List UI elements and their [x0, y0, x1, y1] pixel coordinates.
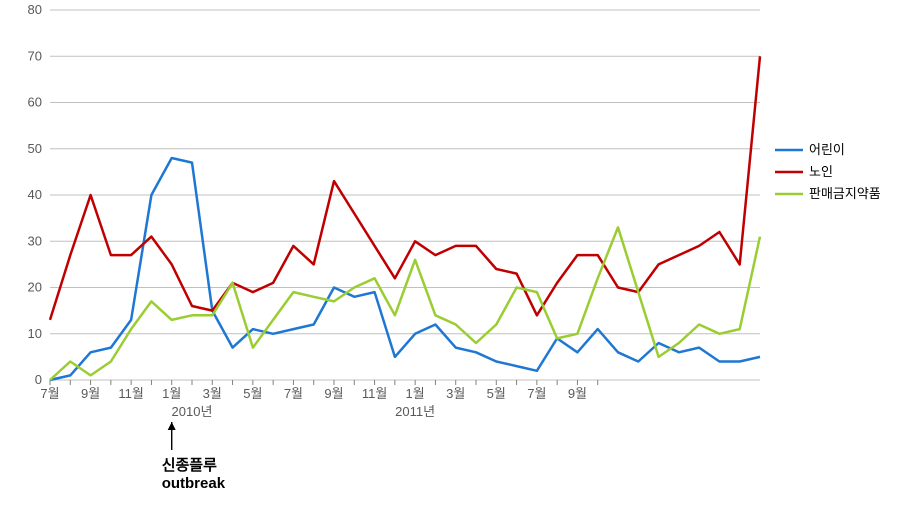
x-tick-label: 9월 — [568, 386, 587, 401]
y-tick-label: 80 — [28, 2, 42, 17]
line-chart: 0 10 20 30 40 50 60 70 80 7월 9월 11월 1월 3월 5월 7월 9월 11월 1월… — [0, 0, 924, 509]
legend-label: 판매금지약품 — [809, 186, 881, 201]
x-tick-label: 5월 — [487, 386, 506, 401]
x-tick-label: 11월 — [118, 386, 143, 401]
annotation-line-1: 신종플루 — [162, 457, 217, 474]
y-tick-label: 30 — [28, 233, 42, 248]
x-tick-label: 9월 — [324, 386, 343, 401]
year-label: 2011년 — [395, 404, 435, 419]
y-tick-label: 50 — [28, 141, 42, 156]
y-tick-label: 70 — [28, 48, 42, 63]
y-tick-label: 10 — [28, 326, 42, 341]
series-line-2 — [50, 227, 760, 380]
x-tick-label: 3월 — [203, 386, 222, 401]
x-tick-label: 9월 — [81, 386, 100, 401]
legend-label: 노인 — [809, 164, 833, 179]
year-label: 2010년 — [172, 404, 213, 419]
y-tick-label: 20 — [28, 280, 42, 295]
x-tick-label: 7월 — [40, 386, 59, 401]
x-tick-label: 5월 — [243, 386, 262, 401]
y-tick-label: 60 — [28, 95, 42, 110]
y-tick-label: 0 — [35, 372, 42, 387]
x-tick-label: 11월 — [362, 386, 387, 401]
x-tick-label: 3월 — [446, 386, 465, 401]
annotation-line-2: outbreak — [162, 475, 226, 492]
series-line-0 — [50, 158, 760, 380]
x-tick-label: 1월 — [406, 386, 425, 401]
x-tick-label: 1월 — [162, 386, 181, 401]
x-tick-label: 7월 — [527, 386, 546, 401]
x-tick-label: 7월 — [284, 386, 303, 401]
y-tick-label: 40 — [28, 187, 42, 202]
legend-label: 어린이 — [809, 142, 845, 157]
